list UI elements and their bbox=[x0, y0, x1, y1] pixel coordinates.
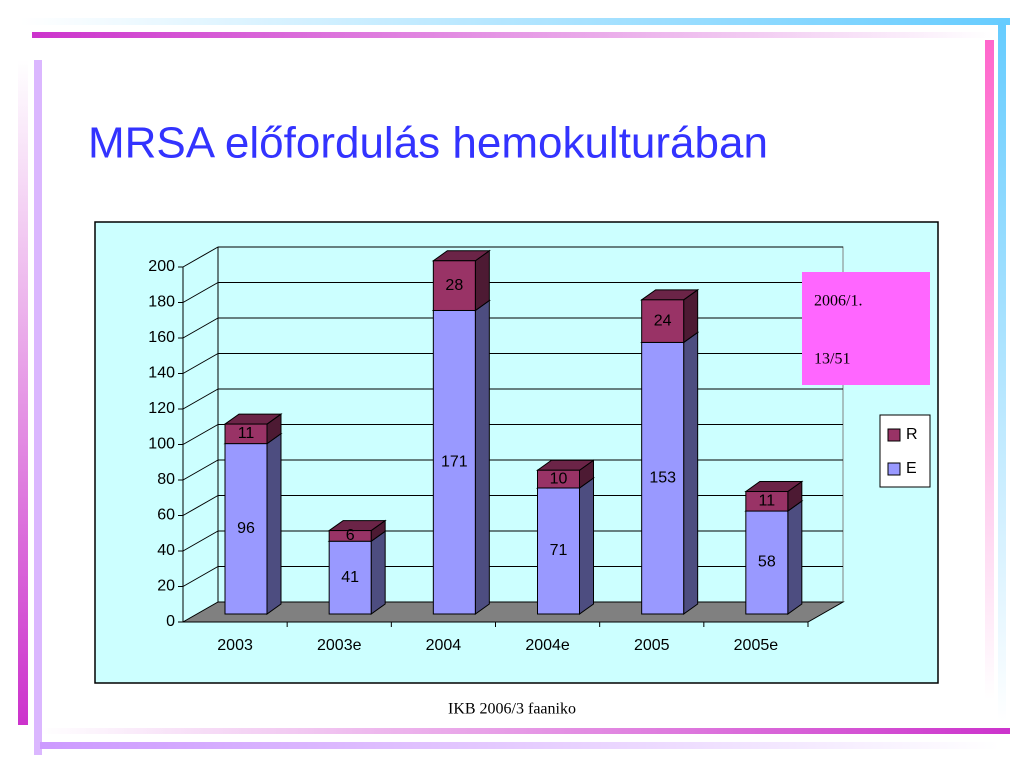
value-label: 171 bbox=[441, 453, 468, 470]
value-label: 41 bbox=[341, 569, 359, 586]
bar-side bbox=[579, 477, 594, 615]
value-label: 28 bbox=[445, 277, 463, 294]
legend-swatch bbox=[887, 462, 901, 476]
value-label: 71 bbox=[550, 542, 568, 559]
legend-box bbox=[879, 414, 931, 488]
legend-swatch bbox=[887, 428, 901, 442]
floor bbox=[181, 601, 845, 623]
y-tick-label: 20 bbox=[157, 578, 175, 595]
value-label: 153 bbox=[649, 469, 676, 486]
x-tick-label: 2004e bbox=[525, 637, 570, 654]
bar bbox=[328, 530, 372, 542]
value-label: 24 bbox=[654, 312, 672, 329]
y-tick-label: 140 bbox=[148, 365, 175, 382]
legend-label: E bbox=[906, 460, 917, 477]
plot: 0 20 40 60 80 100 120 140 160 180 200 2003 96 11 2003e… bbox=[148, 246, 931, 654]
grid-line bbox=[182, 246, 219, 268]
grid-line bbox=[182, 495, 219, 516]
decor-line bbox=[998, 22, 1006, 722]
value-label: 6 bbox=[346, 527, 355, 544]
bar bbox=[537, 487, 580, 615]
decor-line bbox=[34, 60, 42, 755]
bar bbox=[745, 491, 789, 512]
y-tick-label: 100 bbox=[148, 436, 175, 453]
grid-line bbox=[182, 566, 219, 587]
bar bbox=[328, 540, 372, 615]
bar bbox=[641, 299, 685, 343]
value-label: 11 bbox=[759, 493, 776, 510]
legend-label: R bbox=[906, 426, 918, 443]
grid-line bbox=[182, 317, 219, 339]
decor-line bbox=[32, 32, 992, 38]
x-tick-label: 2003 bbox=[217, 637, 253, 654]
bar-side bbox=[683, 331, 699, 615]
grid-line bbox=[182, 388, 219, 410]
bar bbox=[641, 341, 685, 615]
annotation: 13/51 bbox=[814, 351, 850, 368]
y-tick-label: 120 bbox=[148, 400, 175, 417]
bar bbox=[537, 469, 580, 489]
bar bbox=[224, 423, 268, 445]
footer: IKB 2006/3 faaniko bbox=[448, 701, 576, 718]
x-tick-label: 2005e bbox=[734, 637, 779, 654]
bar-side bbox=[370, 530, 386, 615]
grid-line bbox=[182, 459, 219, 481]
bar bbox=[432, 260, 476, 311]
decor-line bbox=[40, 728, 1010, 734]
bar bbox=[224, 443, 268, 615]
decor-line bbox=[20, 18, 1010, 25]
grid-line bbox=[182, 530, 219, 552]
x-tick-label: 2004 bbox=[426, 637, 462, 654]
bar-side bbox=[787, 500, 803, 615]
x-tick-label: 2003e bbox=[317, 637, 362, 654]
y-tick-label: 40 bbox=[157, 542, 175, 559]
bar bbox=[432, 309, 476, 615]
decor-line bbox=[40, 742, 1000, 749]
x-tick-label: 2005 bbox=[634, 637, 670, 654]
bar-side bbox=[266, 432, 282, 615]
y-tick-label: 200 bbox=[148, 258, 175, 275]
bar-side bbox=[474, 299, 490, 615]
grid-line bbox=[182, 353, 219, 374]
y-tick-label: 160 bbox=[148, 329, 175, 346]
bar bbox=[745, 510, 789, 615]
value-label: 96 bbox=[237, 520, 255, 537]
y-tick-label: 180 bbox=[148, 294, 175, 311]
decor-line bbox=[18, 60, 28, 725]
y-tick-label: 60 bbox=[157, 507, 175, 524]
grid-line bbox=[182, 282, 219, 303]
y-tick-label: 0 bbox=[166, 613, 175, 630]
value-label: 10 bbox=[550, 470, 568, 487]
value-label: 11 bbox=[238, 425, 255, 442]
y-tick-label: 80 bbox=[157, 471, 175, 488]
decor-line bbox=[985, 40, 994, 700]
annotation: 2006/1. bbox=[814, 293, 862, 310]
grid-line bbox=[182, 424, 219, 445]
value-label: 58 bbox=[758, 554, 776, 571]
annotation-box bbox=[802, 272, 930, 385]
slide-title: MRSA előfordulás hemokulturában bbox=[88, 119, 768, 168]
